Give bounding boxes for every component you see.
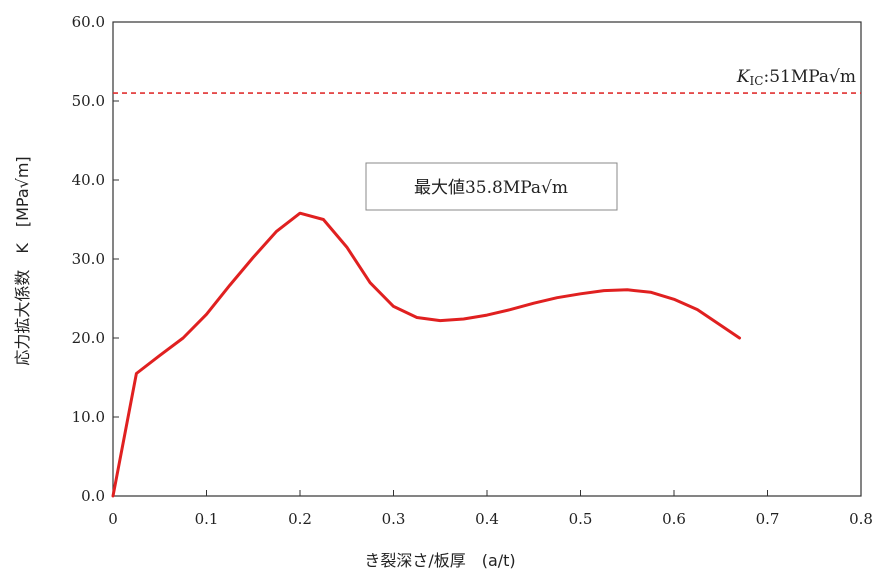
y-tick-label: 30.0 <box>72 250 105 268</box>
kic-symbol: K <box>736 67 751 87</box>
series-line-k <box>111 211 741 498</box>
y-axis-title: 応力拡大係数 K [MPa√m] <box>13 156 32 365</box>
y-tick-label: 40.0 <box>72 171 105 189</box>
y-tick-label: 50.0 <box>72 92 105 110</box>
x-tick-label: 0.2 <box>288 510 312 528</box>
kic-reference-label: KIC:51MPa√m <box>736 67 856 88</box>
x-tick-label: 0.1 <box>195 510 219 528</box>
max-value-annotation-box <box>365 162 618 211</box>
kic-subscript: IC <box>750 74 764 88</box>
y-axis-ticks: 0.0 10.0 20.0 30.0 40.0 50.0 60.0 <box>72 13 119 505</box>
y-tick-label: 60.0 <box>72 13 105 31</box>
y-tick-label: 20.0 <box>72 329 105 347</box>
x-tick-label: 0.5 <box>569 510 593 528</box>
x-tick-label: 0.8 <box>849 510 873 528</box>
max-value-annotation-text: 最大値35.8MPa√m <box>414 178 568 198</box>
x-tick-label: 0.7 <box>756 510 780 528</box>
y-tick-label: 0.0 <box>81 487 105 505</box>
x-tick-label: 0 <box>108 510 118 528</box>
x-tick-label: 0.4 <box>475 510 499 528</box>
x-axis-ticks: 0 0.1 0.2 0.3 0.4 0.5 0.6 0.7 0.8 <box>108 490 873 528</box>
kic-value: :51MPa√m <box>763 67 856 87</box>
x-tick-label: 0.3 <box>382 510 406 528</box>
y-tick-label: 10.0 <box>72 408 105 426</box>
x-tick-label: 0.6 <box>662 510 686 528</box>
x-axis-title: き裂深さ/板厚 (a/t) <box>364 551 515 570</box>
